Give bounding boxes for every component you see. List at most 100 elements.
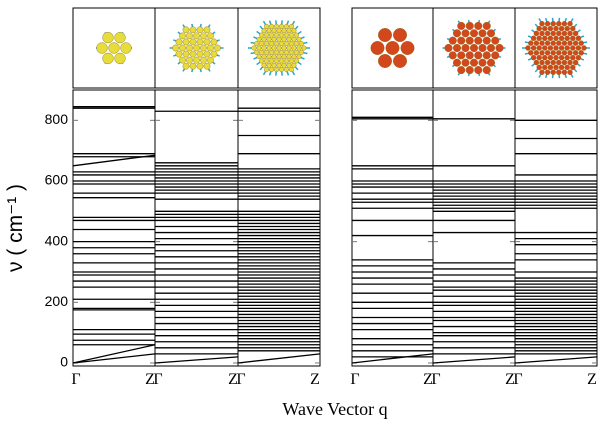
atom [559,55,564,60]
atom [257,37,262,42]
atom [115,32,126,43]
atom [190,39,196,45]
atom [292,63,297,68]
atom [553,36,558,41]
atom [548,65,553,70]
atom [537,55,542,60]
atom [562,21,567,26]
atom [277,63,282,68]
atom [556,70,561,75]
x-tick-label: Γ [71,371,80,388]
atom [299,41,304,46]
atom [272,63,277,68]
atom [204,63,210,69]
atom [556,31,561,36]
atom [262,46,267,51]
y-tick-label: 0 [60,354,68,370]
atom [491,37,499,45]
atom [115,53,126,64]
atom [204,51,210,57]
atom [474,22,482,30]
atom [576,45,581,50]
atom [525,45,530,50]
atom [445,44,453,52]
atom [193,33,199,39]
atom [274,24,279,29]
atom [551,60,556,65]
atom [277,28,282,33]
atom [297,37,302,42]
atom [378,54,392,68]
atom [567,31,572,36]
atom [542,26,547,31]
atom [570,26,575,31]
atom [573,41,578,46]
atom [176,51,182,57]
atom [179,33,185,39]
atom [179,57,185,63]
atom [551,21,556,26]
x-axis-label: Wave Vector q [282,399,387,419]
atom [272,37,277,42]
atom [393,28,407,42]
atom [259,41,264,46]
atom [287,54,292,59]
atom [534,60,539,65]
atom [289,50,294,55]
atom [302,46,307,51]
atom [190,51,196,57]
atom [534,50,539,55]
atom [531,55,536,60]
atom [539,50,544,55]
atom [453,59,461,67]
atom [274,59,279,64]
atom [292,28,297,33]
atom [371,41,385,55]
atom [487,44,495,52]
atom [287,37,292,42]
atom [262,54,267,59]
atom [528,50,533,55]
atom [294,50,299,55]
atom [545,21,550,26]
atom [183,51,189,57]
atom [186,45,192,51]
atom [559,45,564,50]
atom [292,37,297,42]
atom [183,39,189,45]
atom [284,59,289,64]
atom [573,50,578,55]
atom [539,21,544,26]
atom [542,36,547,41]
atom [289,67,294,72]
atom [453,44,461,52]
atom [553,45,558,50]
atom [479,29,487,37]
atom [294,33,299,38]
atom [179,45,185,51]
atom [267,63,272,68]
atom [551,31,556,36]
atom [299,50,304,55]
atom [289,41,294,46]
atom [565,36,570,41]
panel-frame [352,90,433,366]
atom [252,46,257,51]
atom [207,45,213,51]
atom [284,67,289,72]
atom [553,65,558,70]
atom [551,41,556,46]
atom [282,63,287,68]
atom [183,63,189,69]
atom [279,59,284,64]
atom [562,41,567,46]
atom [534,31,539,36]
x-tick-label: Z [587,371,597,388]
atom [284,33,289,38]
atom [466,37,474,45]
atom [277,54,282,59]
atom [457,66,465,74]
atom [289,33,294,38]
atom [528,41,533,46]
atom [466,52,474,60]
